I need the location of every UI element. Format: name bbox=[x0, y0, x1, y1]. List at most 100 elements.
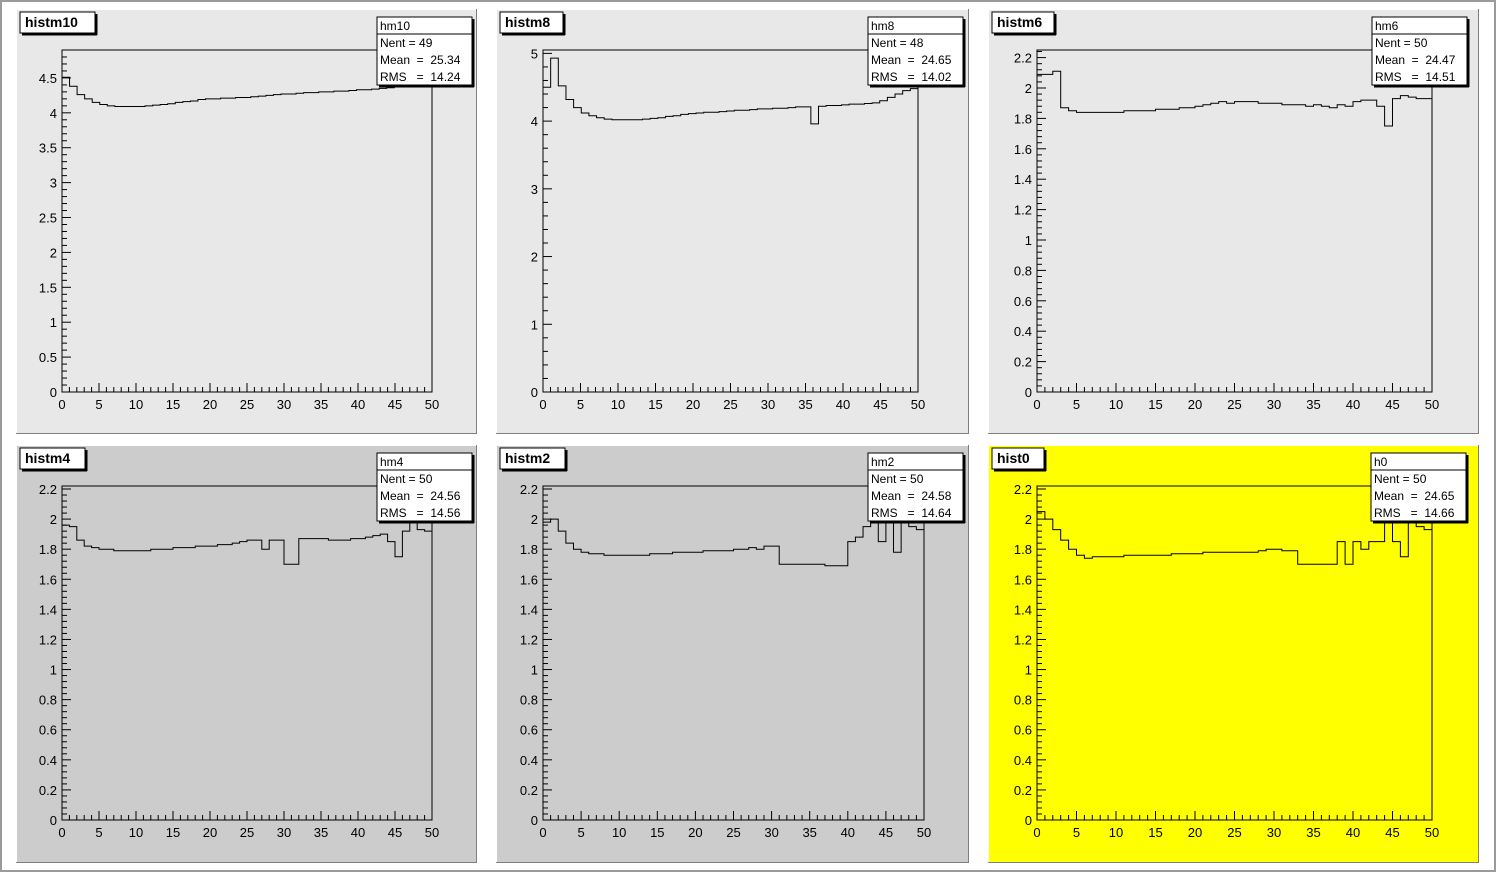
x-tick-label: 10 bbox=[129, 397, 143, 412]
stats-nent: Nent = 50 bbox=[1375, 36, 1428, 50]
stats-mean: Mean = 24.65 bbox=[1374, 489, 1455, 503]
x-tick-label: 25 bbox=[240, 397, 254, 412]
x-tick-label: 5 bbox=[1073, 397, 1080, 412]
y-tick-label: 3 bbox=[531, 182, 538, 197]
y-tick-label: 1.2 bbox=[39, 632, 57, 647]
y-tick-label: 1 bbox=[50, 315, 57, 330]
chart-title: histm4 bbox=[25, 450, 70, 466]
x-tick-label: 25 bbox=[723, 397, 737, 412]
x-tick-label: 20 bbox=[686, 397, 700, 412]
stats-rms: RMS = 14.02 bbox=[871, 70, 952, 84]
stats-nent: Nent = 50 bbox=[1374, 472, 1427, 486]
stats-box: hm6 Nent = 50 Mean = 24.47 RMS = 14.51 bbox=[1371, 16, 1470, 88]
x-tick-label: 25 bbox=[1227, 397, 1241, 412]
x-tick-label: 30 bbox=[761, 397, 775, 412]
y-tick-label: 1 bbox=[1025, 233, 1032, 248]
y-tick-label: 1.6 bbox=[520, 572, 538, 587]
x-tick-label: 0 bbox=[539, 825, 546, 840]
y-tick-label: 1.4 bbox=[39, 602, 57, 617]
y-tick-label: 0.2 bbox=[39, 783, 57, 798]
x-tick-label: 50 bbox=[425, 397, 439, 412]
stats-nent: Nent = 50 bbox=[871, 472, 924, 486]
x-tick-label: 35 bbox=[314, 397, 328, 412]
x-tick-label: 50 bbox=[917, 825, 931, 840]
y-tick-label: 5 bbox=[531, 46, 538, 61]
y-tick-label: 0.6 bbox=[39, 723, 57, 738]
x-tick-label: 10 bbox=[612, 825, 626, 840]
x-tick-label: 15 bbox=[1148, 397, 1162, 412]
y-tick-label: 0.8 bbox=[39, 693, 57, 708]
x-tick-label: 5 bbox=[1073, 825, 1080, 840]
stats-name: h0 bbox=[1374, 455, 1388, 469]
y-tick-label: 1.6 bbox=[1014, 572, 1032, 587]
x-tick-label: 5 bbox=[95, 397, 102, 412]
stats-rms: RMS = 14.51 bbox=[1375, 70, 1456, 84]
x-tick-label: 15 bbox=[166, 397, 180, 412]
stats-nent: Nent = 49 bbox=[380, 36, 433, 50]
stats-name: hm2 bbox=[871, 455, 895, 469]
chart-title: histm6 bbox=[997, 14, 1042, 30]
x-tick-label: 40 bbox=[1346, 397, 1360, 412]
y-tick-label: 0.4 bbox=[1014, 324, 1032, 339]
y-tick-label: 0.2 bbox=[1014, 355, 1032, 370]
y-tick-label: 1 bbox=[50, 663, 57, 678]
chart-histm6: 0 5 10 15 20 25 30 35 40 45 50 0 0.2 0.4 0.6 0.8 1 1.2 1.4… bbox=[988, 9, 1479, 434]
stats-nent: Nent = 48 bbox=[871, 36, 924, 50]
stats-box-background bbox=[867, 16, 964, 86]
y-tick-label: 1.8 bbox=[1014, 111, 1032, 126]
histogram-line bbox=[1036, 511, 1433, 820]
y-tick-label: 2 bbox=[1025, 81, 1032, 96]
chart-title: hist0 bbox=[997, 450, 1030, 466]
x-tick-label: 25 bbox=[726, 825, 740, 840]
x-tick-label: 15 bbox=[648, 397, 662, 412]
x-tick-label: 40 bbox=[841, 825, 855, 840]
chart-hist0: 0 5 10 15 20 25 30 35 40 45 50 0 0.2 0.4 0.6 0.8 1 1.2 1.4… bbox=[988, 445, 1479, 863]
title-box: histm8 bbox=[499, 11, 566, 36]
y-tick-label: 0.6 bbox=[520, 723, 538, 738]
y-tick-label: 0.8 bbox=[1014, 263, 1032, 278]
y-tick-label: 1.8 bbox=[1014, 542, 1032, 557]
y-tick-label: 4.5 bbox=[39, 71, 57, 86]
y-tick-label: 4 bbox=[50, 106, 57, 121]
y-tick-label: 4 bbox=[531, 114, 538, 129]
y-tick-label: 2 bbox=[50, 245, 57, 260]
y-tick-label: 2.2 bbox=[39, 482, 57, 497]
stats-rms: RMS = 14.24 bbox=[380, 70, 461, 84]
x-tick-label: 0 bbox=[58, 397, 65, 412]
stats-name: hm6 bbox=[1375, 19, 1399, 33]
stats-name: hm10 bbox=[380, 19, 410, 33]
y-tick-label: 2.5 bbox=[39, 211, 57, 226]
y-tick-label: 0.8 bbox=[520, 693, 538, 708]
y-tick-label: 0 bbox=[1025, 385, 1032, 400]
y-tick-label: 2.2 bbox=[1014, 482, 1032, 497]
x-tick-label: 50 bbox=[425, 825, 439, 840]
y-tick-label: 0 bbox=[50, 813, 57, 828]
x-tick-label: 20 bbox=[688, 825, 702, 840]
y-tick-label: 0.6 bbox=[1014, 294, 1032, 309]
y-tick-label: 2 bbox=[531, 250, 538, 265]
x-tick-label: 40 bbox=[836, 397, 850, 412]
x-tick-label: 5 bbox=[577, 397, 584, 412]
x-tick-label: 0 bbox=[1033, 825, 1040, 840]
x-tick-label: 30 bbox=[277, 397, 291, 412]
chart-title: histm8 bbox=[505, 14, 550, 30]
x-tick-label: 50 bbox=[911, 397, 925, 412]
x-tick-label: 35 bbox=[1306, 397, 1320, 412]
x-tick-label: 35 bbox=[802, 825, 816, 840]
y-tick-label: 2.2 bbox=[1014, 51, 1032, 66]
y-tick-label: 2 bbox=[531, 512, 538, 527]
stats-nent: Nent = 50 bbox=[380, 472, 433, 486]
y-tick-label: 1.2 bbox=[1014, 203, 1032, 218]
y-tick-label: 1.6 bbox=[39, 572, 57, 587]
stats-box: hm4 Nent = 50 Mean = 24.56 RMS = 14.56 bbox=[376, 452, 475, 524]
stats-mean: Mean = 25.34 bbox=[380, 53, 461, 67]
title-box: histm4 bbox=[19, 447, 88, 472]
y-tick-label: 1.2 bbox=[520, 632, 538, 647]
y-tick-label: 1.4 bbox=[520, 602, 538, 617]
x-tick-label: 10 bbox=[129, 825, 143, 840]
stats-name: hm8 bbox=[871, 19, 895, 33]
x-tick-label: 30 bbox=[1267, 397, 1281, 412]
title-box: histm6 bbox=[991, 11, 1057, 36]
